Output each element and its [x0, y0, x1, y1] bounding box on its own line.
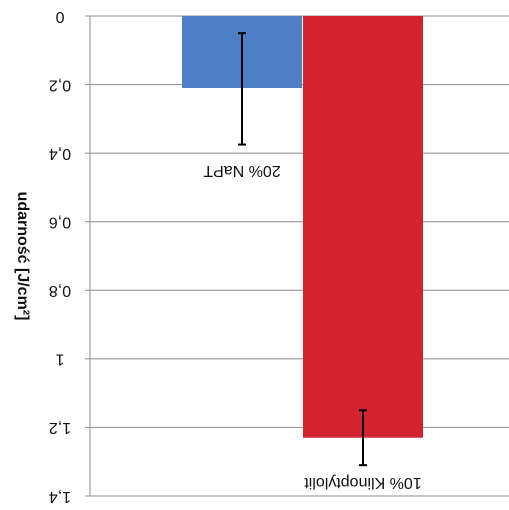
y-axis-label: udarność [J/cm²] [14, 192, 31, 321]
y-tick-label-0: 0 [55, 8, 64, 25]
bar-label-1: 10% Klinoptylolit [304, 474, 422, 491]
bar-1 [303, 16, 423, 438]
y-tick-label-7: 1,4 [49, 488, 71, 505]
y-axis-label-group: udarność [J/cm²] [14, 192, 31, 321]
bar-label-0: 20% NaPT [203, 162, 281, 179]
y-tick-label-5: 1 [55, 351, 64, 368]
y-tick-label-4: 0,8 [49, 282, 71, 299]
y-tick-label-6: 1,2 [49, 419, 71, 436]
bars [182, 16, 423, 438]
gridlines [85, 15, 509, 497]
y-tick-label-1: 0,2 [49, 76, 71, 93]
error-bars [238, 32, 367, 467]
y-tick-labels: 0 0,2 0,4 0,6 0,8 1 1,2 1,4 [49, 8, 71, 505]
bar-labels: 20% NaPT 10% Klinoptylolit [203, 162, 422, 491]
y-tick-label-3: 0,6 [49, 213, 71, 230]
y-tick-label-2: 0,4 [49, 145, 71, 162]
